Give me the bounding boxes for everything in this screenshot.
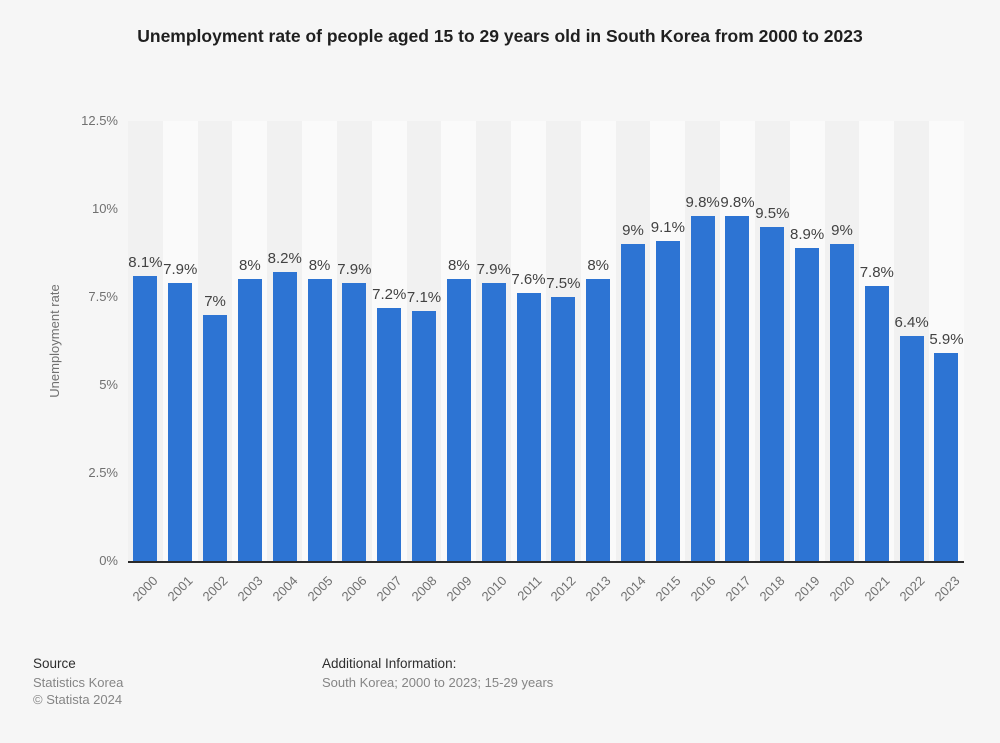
bar-column: 9.1% (650, 121, 686, 561)
bar-column: 5.9% (929, 121, 964, 561)
bar-column: 7.1% (406, 121, 442, 561)
bar-value-label: 8% (239, 257, 261, 275)
bar-column: 7.8% (859, 121, 895, 561)
bar-value-label: 7.9% (337, 260, 372, 278)
bar-value-label: 7.1% (406, 289, 442, 307)
bar-value-label: 7.5% (546, 275, 581, 292)
bar[interactable] (586, 279, 611, 561)
source-label: Source (33, 656, 76, 671)
bar-value-label: 8% (587, 257, 610, 275)
bar-column: 8% (232, 121, 268, 561)
bar-value-label: 8.1% (128, 253, 163, 271)
bar[interactable] (551, 297, 576, 561)
chart-title: Unemployment rate of people aged 15 to 2… (137, 26, 863, 46)
bar-value-label: 8.9% (790, 225, 825, 243)
bar-value-label: 9% (622, 222, 644, 240)
bar[interactable] (168, 282, 193, 561)
additional-info-text: South Korea; 2000 to 2023; 15-29 years (322, 675, 554, 690)
bar-value-label: 5.9% (929, 331, 964, 349)
bar-column: 9.8% (685, 121, 721, 561)
bar-value-label: 7.8% (859, 264, 894, 282)
bar-value-label: 9.1% (650, 218, 685, 236)
additional-info-label: Additional Information: (322, 656, 457, 671)
bar[interactable] (621, 244, 645, 561)
bar[interactable] (133, 275, 158, 561)
bar-column: 7.9% (476, 121, 512, 561)
bar-column: 8% (580, 121, 616, 561)
bar-column: 8% (302, 121, 337, 561)
bar-value-label: 9% (831, 222, 853, 240)
bar[interactable] (481, 282, 506, 561)
bar-value-label: 7% (204, 292, 226, 310)
footer-source-block: Source Statistics Korea © Statista 2024 (33, 655, 123, 708)
x-axis: 2000 2001 2002 2003 2004 2005 2006 2007 2008 2009… (128, 573, 964, 623)
bar-column: 7.5% (545, 121, 581, 561)
bar-value-label: 7.6% (511, 271, 546, 289)
bar-value-label: 7.9% (163, 260, 198, 278)
bar[interactable] (307, 279, 332, 561)
bar[interactable] (934, 353, 959, 561)
bar[interactable] (829, 244, 854, 561)
bar-value-label: 9.5% (755, 204, 790, 222)
bar-column: 6.4% (894, 121, 930, 561)
bar-value-label: 9.8% (685, 194, 720, 212)
bar[interactable] (655, 240, 680, 561)
y-axis-tick-label: 5% (99, 377, 118, 392)
bar-column: 7.6% (511, 121, 546, 561)
bar-column: 9.5% (754, 121, 790, 561)
bar[interactable] (725, 216, 750, 561)
bar-value-label: 6.4% (894, 313, 929, 331)
bar-column: 7.9% (336, 121, 372, 561)
bar[interactable] (760, 226, 785, 561)
bar-value-label: 8% (448, 257, 470, 275)
bar-column: 9.8% (720, 121, 755, 561)
bar-value-label: 7.2% (372, 285, 407, 303)
bar[interactable] (690, 216, 715, 561)
bar[interactable] (203, 314, 228, 561)
bar[interactable] (377, 307, 402, 561)
bar-column: 8.1% (128, 121, 163, 561)
bar[interactable] (516, 293, 541, 561)
y-axis-tick-label: 2.5% (88, 465, 118, 480)
bar[interactable] (899, 335, 924, 561)
bar[interactable] (864, 286, 889, 561)
bar-column: 8% (441, 121, 477, 561)
bar-value-label: 8.2% (267, 250, 302, 268)
bar-column: 9% (615, 121, 651, 561)
y-axis: 0% 2.5% 5% 7.5% 10% 12.5% (0, 113, 118, 568)
bar-value-label: 8% (308, 257, 331, 275)
y-axis-tick-label: 7.5% (88, 289, 118, 304)
plot-area: 8.1% 7.9% 7% 8% 8.2% 8% 7.9% 7.2% 7.1% 8% 7.9% 7.6%… (128, 121, 964, 563)
footer-additional-block: Additional Information: South Korea; 200… (322, 655, 553, 691)
bar[interactable] (272, 272, 297, 561)
bar[interactable] (237, 279, 262, 561)
bar[interactable] (795, 247, 820, 561)
bar-column: 7% (197, 121, 233, 561)
bar-column: 9% (824, 121, 860, 561)
bar-value-label: 7.9% (476, 260, 511, 278)
bar-column: 7.2% (371, 121, 407, 561)
bar[interactable] (412, 311, 437, 561)
y-axis-tick-label: 0% (99, 553, 118, 568)
bar-column: 8.9% (789, 121, 825, 561)
bar-value-label: 9.8% (720, 194, 755, 212)
y-axis-tick-label: 10% (91, 201, 118, 216)
source-name: Statistics Korea (33, 675, 124, 690)
bar-column: 8.2% (267, 121, 303, 561)
bar[interactable] (342, 282, 367, 561)
bar-column: 7.9% (162, 121, 198, 561)
y-axis-tick-label: 12.5% (81, 113, 118, 128)
bar[interactable] (446, 279, 471, 561)
copyright-notice: © Statista 2024 (33, 692, 123, 707)
